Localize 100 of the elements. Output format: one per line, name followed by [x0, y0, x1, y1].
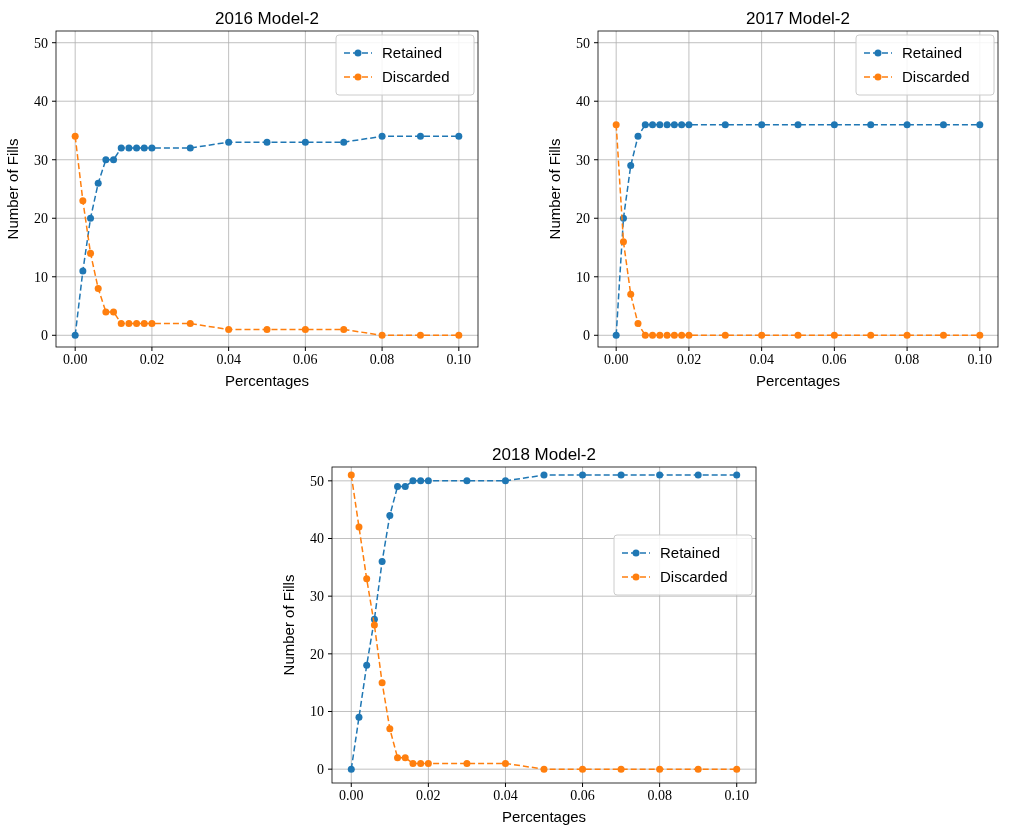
point	[394, 483, 402, 491]
y-tick-label: 10	[310, 704, 324, 720]
point	[133, 144, 141, 152]
point	[386, 511, 394, 519]
point	[102, 308, 110, 316]
point	[94, 284, 102, 292]
point	[670, 331, 678, 339]
point	[125, 144, 133, 152]
point	[133, 320, 141, 328]
point	[401, 483, 409, 491]
point	[649, 331, 657, 339]
point	[830, 121, 838, 129]
point	[225, 138, 233, 146]
legend-label: Retained	[660, 544, 721, 562]
point	[148, 144, 156, 152]
point	[148, 320, 156, 328]
y-tick-label: 20	[34, 211, 48, 227]
point	[409, 759, 417, 767]
y-tick-label: 40	[34, 94, 48, 110]
point	[579, 765, 587, 773]
point	[378, 558, 386, 566]
point	[678, 121, 686, 129]
x-axis-title: Percentages	[224, 372, 310, 389]
point	[617, 471, 625, 479]
point	[678, 331, 686, 339]
x-tick-label: 0.02	[139, 352, 165, 367]
point	[301, 138, 309, 146]
point	[501, 759, 509, 767]
point	[424, 477, 432, 485]
point	[540, 765, 548, 773]
point	[463, 759, 471, 767]
point	[694, 765, 702, 773]
y-tick-label: 0	[583, 328, 590, 344]
point	[641, 121, 649, 129]
x-tick-label: 0.08	[894, 352, 920, 367]
x-tick-label: 0.08	[369, 352, 395, 367]
point	[117, 144, 125, 152]
point	[340, 325, 348, 333]
point	[263, 138, 271, 146]
point	[340, 138, 348, 146]
point	[186, 320, 194, 328]
point	[363, 575, 371, 583]
x-axis-title: Percentages	[501, 808, 587, 825]
point	[758, 121, 766, 129]
legend-label: Discarded	[382, 68, 450, 86]
x-tick-label: 0.10	[967, 352, 993, 367]
legend-label: Retained	[382, 44, 443, 62]
point	[94, 179, 102, 187]
y-axis-title: Number of Fills	[546, 138, 563, 240]
point	[110, 156, 118, 164]
point	[830, 331, 838, 339]
point	[455, 331, 463, 339]
point	[867, 331, 875, 339]
point	[685, 121, 693, 129]
y-tick-label: 40	[310, 531, 324, 547]
y-axis-title: Number of Fills	[4, 138, 21, 240]
point	[110, 308, 118, 316]
point	[301, 325, 309, 333]
point	[656, 765, 664, 773]
x-tick-label: 0.04	[216, 352, 241, 367]
point	[378, 679, 386, 687]
point	[634, 132, 642, 140]
point	[125, 320, 133, 328]
point	[87, 214, 95, 222]
point	[627, 290, 635, 298]
point	[656, 331, 664, 339]
point	[463, 477, 471, 485]
point	[619, 238, 627, 246]
y-tick-label: 10	[576, 269, 590, 285]
y-tick-label: 40	[576, 94, 590, 110]
point	[417, 759, 425, 767]
point	[694, 471, 702, 479]
point	[417, 477, 425, 485]
point	[939, 121, 947, 129]
point	[363, 661, 371, 669]
chart-title: 2016 Model-2	[215, 9, 319, 28]
point	[424, 759, 432, 767]
point	[87, 249, 95, 257]
x-tick-label: 0.00	[603, 352, 629, 367]
chart-title: 2018 Model-2	[492, 445, 596, 464]
legend-label: Retained	[902, 44, 963, 62]
point	[225, 325, 233, 333]
y-tick-label: 30	[34, 152, 48, 168]
point	[409, 477, 417, 485]
point	[627, 162, 635, 170]
y-tick-label: 20	[576, 211, 590, 227]
point	[579, 471, 587, 479]
point	[416, 132, 424, 140]
point	[186, 144, 194, 152]
x-tick-label: 0.00	[339, 788, 364, 803]
point	[758, 331, 766, 339]
point	[721, 121, 729, 129]
point	[976, 121, 984, 129]
point	[355, 713, 363, 721]
point	[976, 331, 984, 339]
point	[501, 477, 509, 485]
point	[394, 754, 402, 762]
point	[79, 197, 87, 205]
point	[721, 331, 729, 339]
point	[386, 725, 394, 733]
